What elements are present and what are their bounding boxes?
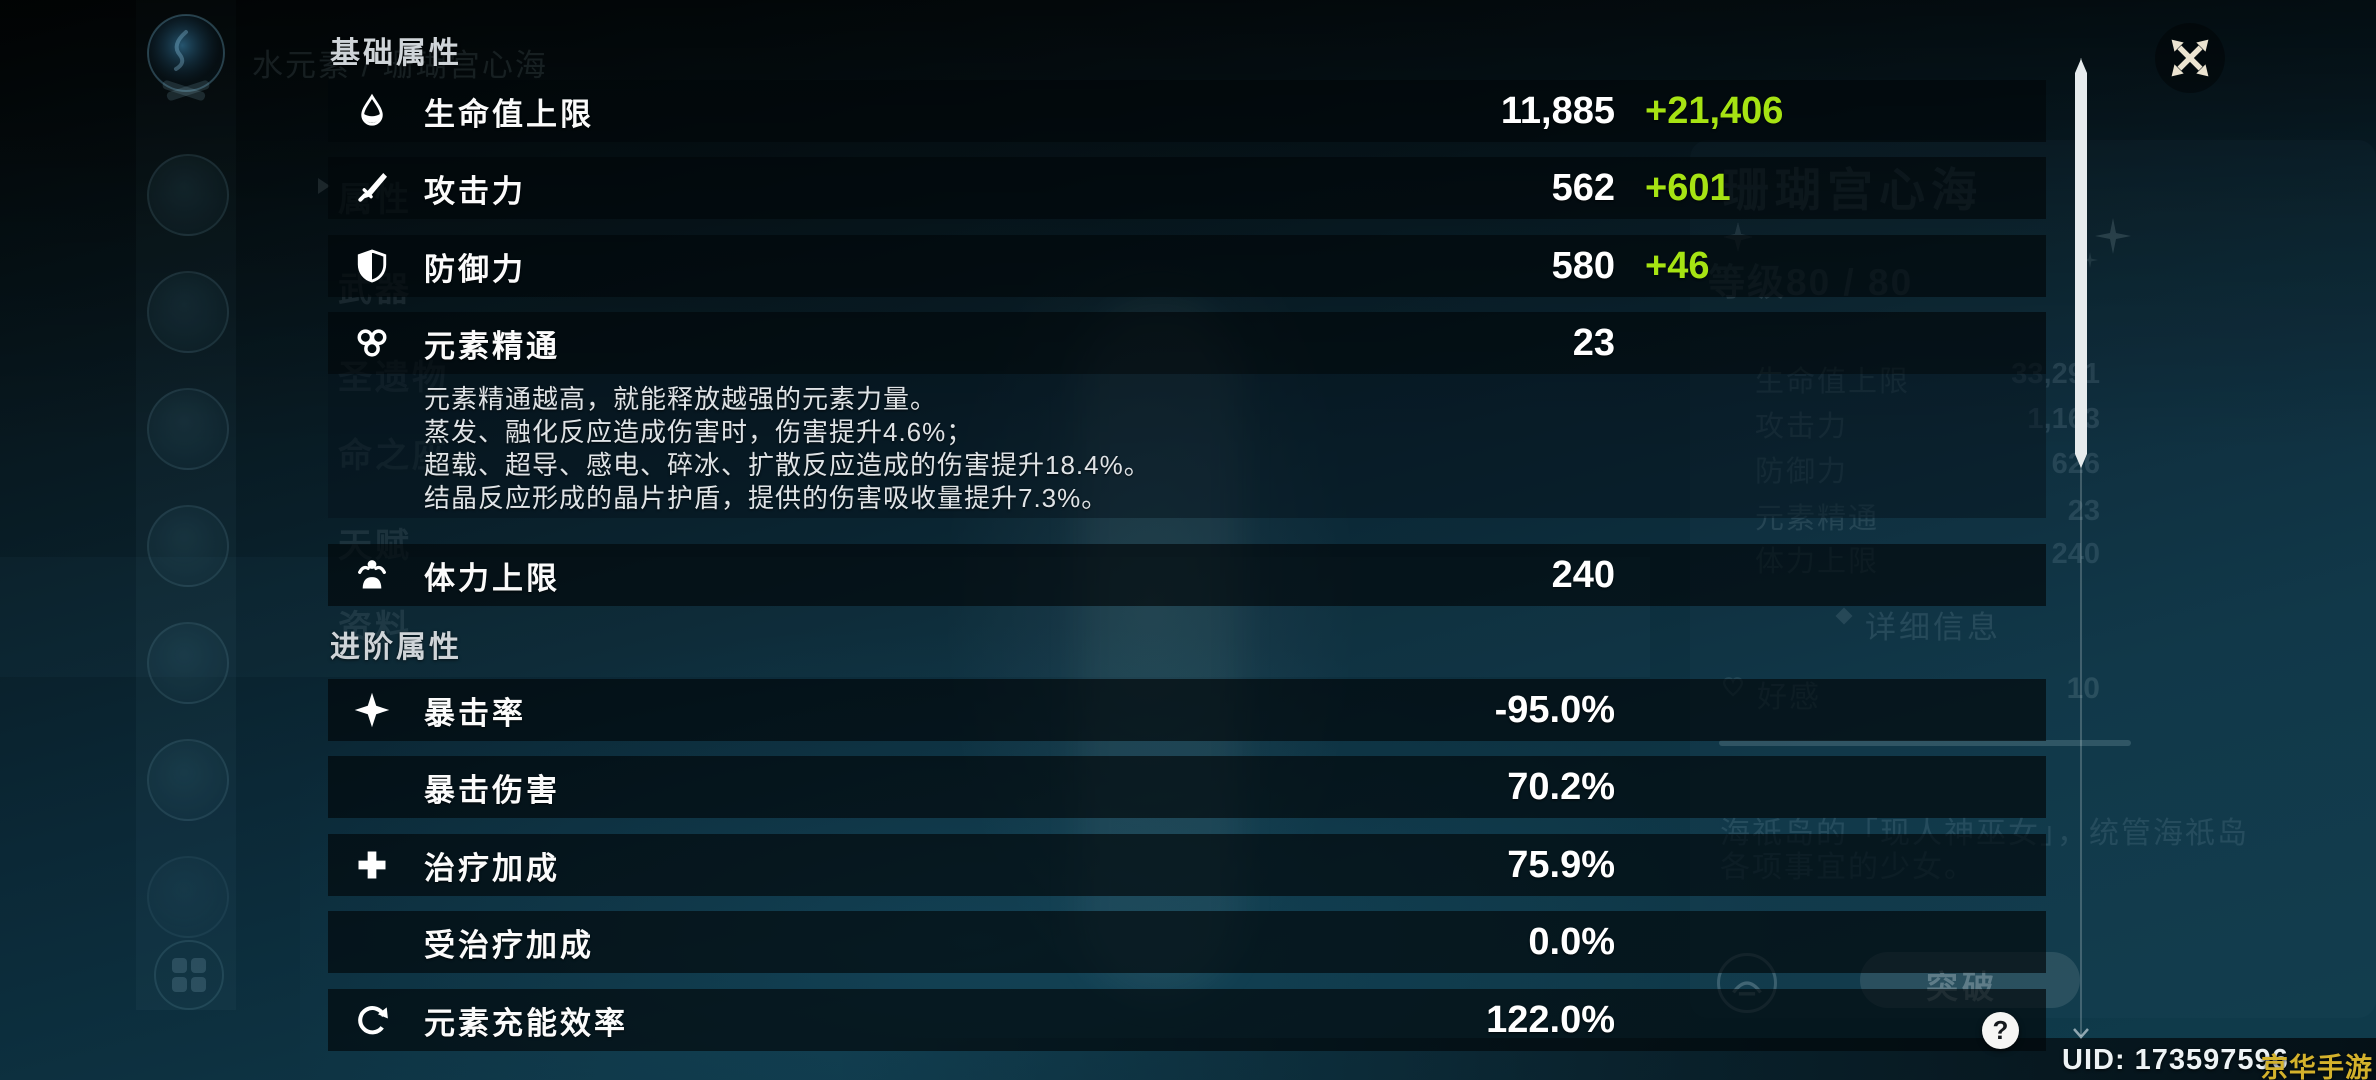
stat-value: 75.9% [1507,843,1615,886]
stat-value: -95.0% [1494,688,1615,731]
stat-value: 23 [1572,321,1615,364]
stat-label: 生命值上限 [424,96,594,132]
stat-label: 元素充能效率 [424,1005,628,1041]
stat-row-crit-rate[interactable]: 暴击率 -95.0% [328,679,2046,741]
bg-stat-value: 240 [2051,538,2100,570]
stat-value: 580 [1551,244,1615,287]
site-watermark: 京华手游网 [2261,1053,2373,1080]
party-avatar [147,154,229,236]
elemental-mastery-icon [354,325,390,361]
uid-text: UID: 173597596 [2062,1044,2289,1076]
stat-row-attack[interactable]: 攻击力 562 +601 [328,157,2046,219]
stat-label: 元素精通 [424,328,560,364]
stat-bonus-value: +21,406 [1645,89,1784,132]
description-line: 超载、超导、感电、碎冰、扩散反应造成的伤害提升18.4%。 [424,450,1151,480]
scrollbar-thumb[interactable] [2075,59,2087,468]
stat-bonus-value: +601 [1645,166,1731,209]
stat-value: 70.2% [1507,765,1615,808]
close-icon[interactable] [2167,35,2213,81]
stat-label: 暴击伤害 [424,772,560,808]
stat-row-incoming-healing-bonus[interactable]: 受治疗加成 0.0% [328,911,2046,973]
stat-label: 受治疗加成 [424,927,594,963]
party-grid-menu-button [154,940,224,1010]
stat-value: 11,885 [1500,89,1615,132]
attributes-panel: 基础属性 生命值上限 11,885 +21,406 攻击力 562 +601 防… [328,0,2046,1080]
stat-row-energy-recharge[interactable]: 元素充能效率 122.0% [328,989,2046,1051]
stat-label: 防御力 [424,251,526,287]
stat-label: 暴击率 [424,695,526,731]
party-avatar [147,739,229,821]
stat-bonus-value: +46 [1645,244,1710,287]
stat-row-crit-dmg[interactable]: 暴击伤害 70.2% [328,756,2046,818]
party-avatar [147,856,229,938]
advanced-attributes-title: 进阶属性 [330,631,462,664]
basic-attributes-title: 基础属性 [330,37,462,70]
friendship-value: 10 [2066,672,2100,705]
grid-icon [172,958,206,992]
description-line: 元素精通越高，就能释放越强的元素力量。 [424,384,938,414]
stat-label: 攻击力 [424,173,526,209]
help-button[interactable]: ? [1982,1012,2019,1049]
scrollbar-end-arrow-icon [2073,1028,2089,1039]
party-avatar [147,271,229,353]
stat-value: 122.0% [1486,998,1615,1041]
party-avatar [147,388,229,470]
stat-row-defense[interactable]: 防御力 580 +46 [328,235,2046,297]
stat-value: 240 [1551,553,1615,596]
sparkle-icon [2095,218,2131,254]
healing-bonus-icon [354,847,390,883]
stat-row-max-stamina[interactable]: 体力上限 240 [328,544,2046,606]
stat-row-max-hp[interactable]: 生命值上限 11,885 +21,406 [328,80,2046,142]
hp-drop-icon [354,93,390,129]
description-line: 结晶反应形成的晶片护盾，提供的伤害吸收量提升7.3%。 [424,483,1109,513]
hydro-element-emblem-icon [147,14,225,101]
party-avatar [147,505,229,587]
party-avatar [147,622,229,704]
elemental-mastery-description: 元素精通越高，就能释放越强的元素力量。 蒸发、融化反应造成伤害时，伤害提升4.6… [328,374,2046,518]
stat-value: 562 [1551,166,1615,209]
stat-value: 0.0% [1528,920,1615,963]
stamina-icon [354,557,390,593]
stat-label: 体力上限 [424,560,560,596]
bg-stat-value: 23 [2067,495,2100,527]
stat-row-elemental-mastery[interactable]: 元素精通 23 [328,312,2046,374]
defense-shield-icon [354,248,390,284]
stat-label: 治疗加成 [424,850,560,886]
crit-rate-icon [354,692,390,728]
stat-row-healing-bonus[interactable]: 治疗加成 75.9% [328,834,2046,896]
energy-recharge-icon [354,1002,390,1038]
description-line: 蒸发、融化反应造成伤害时，伤害提升4.6%； [424,417,974,447]
attack-sword-icon [354,170,390,206]
